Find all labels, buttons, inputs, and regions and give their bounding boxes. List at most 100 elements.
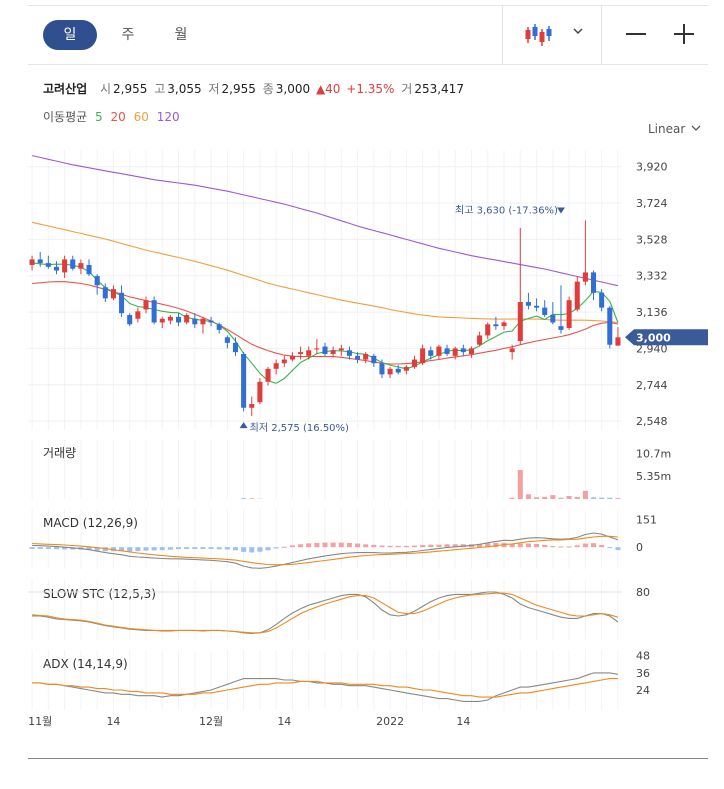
candle — [249, 404, 255, 408]
price-axis-tick: 2,940 — [636, 342, 668, 355]
candle — [102, 287, 108, 299]
volume-axis-tick: 5.35m — [636, 470, 671, 483]
candle — [590, 272, 597, 293]
macd-axis-tick: 151 — [636, 514, 657, 527]
macd-histogram-bar — [192, 547, 198, 549]
price-axis-tick: 3,332 — [636, 270, 668, 283]
candle — [151, 300, 157, 323]
chevron-down-icon — [691, 125, 701, 131]
chevron-down-icon[interactable] — [572, 20, 584, 48]
adx-axis-tick: 36 — [636, 667, 650, 680]
plus-icon[interactable] — [670, 20, 698, 48]
candle — [509, 348, 515, 353]
macd-histogram-bar — [387, 545, 393, 548]
volume-bar — [525, 494, 531, 499]
candle — [200, 318, 206, 325]
volume-bar — [599, 497, 605, 499]
candle — [273, 363, 279, 369]
macd-histogram-bar — [184, 547, 190, 549]
tab-daily[interactable]: 일 — [43, 20, 97, 50]
x-axis-tick: 11월 — [28, 715, 52, 728]
macd-histogram-bar — [127, 547, 133, 552]
candle — [444, 348, 450, 354]
volume-bar — [542, 496, 548, 499]
tab-weekly[interactable]: 주 — [121, 27, 135, 43]
macd-histogram-bar — [200, 547, 206, 549]
macd-histogram-bar — [485, 543, 491, 548]
price-axis-tick: 2,744 — [636, 379, 668, 392]
candle — [346, 350, 352, 356]
macd-histogram-bar — [420, 545, 426, 548]
macd-histogram-bar — [371, 544, 377, 548]
candle — [615, 337, 621, 346]
candle — [607, 307, 613, 345]
slow-stc-d-line — [32, 592, 619, 634]
candle — [542, 307, 548, 316]
candle — [322, 346, 328, 354]
macd-histogram-bar — [322, 542, 328, 548]
macd-histogram-bar — [232, 547, 239, 551]
candle — [45, 263, 51, 267]
macd-histogram-bar — [306, 543, 312, 548]
price-axis-tick: 2,548 — [636, 415, 668, 428]
minus-icon[interactable] — [622, 20, 650, 48]
volume-bar — [550, 495, 556, 499]
quote-summary: 고려산업 시 2,955 고 3,055 저 2,955 종 3,000 ▲40 +1.… — [43, 80, 464, 97]
candle — [387, 368, 393, 375]
scale-mode-dropdown[interactable]: Linear — [648, 122, 701, 136]
macd-histogram-bar — [355, 543, 361, 548]
candlestick-icon[interactable] — [524, 20, 554, 50]
current-price-tag — [625, 329, 708, 346]
close-value: 3,000 — [275, 82, 311, 96]
macd-histogram-bar — [265, 547, 271, 551]
macd-histogram-bar — [582, 543, 588, 548]
candle — [78, 263, 84, 269]
macd-histogram-bar — [566, 546, 572, 548]
candle — [127, 315, 133, 325]
volume-axis-tick: 10.7m — [636, 447, 671, 460]
macd-histogram-bar — [558, 546, 564, 548]
macd-histogram-bar — [102, 547, 108, 552]
candle — [314, 348, 320, 350]
macd-line — [32, 532, 619, 569]
candle — [176, 316, 182, 323]
adx-axis-tick: 48 — [636, 650, 650, 663]
tab-monthly[interactable]: 월 — [174, 27, 188, 43]
volume-bar — [582, 490, 588, 499]
volume-bar — [534, 497, 540, 499]
high-label: 고 — [154, 82, 166, 96]
candle — [306, 350, 312, 356]
candle — [355, 355, 361, 360]
candle — [558, 326, 564, 330]
candle — [86, 264, 92, 275]
change-percent: +1.35% — [346, 82, 395, 96]
slow-stc-axis-tick: 80 — [636, 586, 650, 599]
candle — [403, 366, 409, 371]
macd-histogram-bar — [403, 545, 409, 548]
candle — [436, 346, 442, 356]
macd-histogram-bar — [338, 542, 344, 548]
volume-bar — [615, 498, 621, 499]
current-price-label: 3,000 — [636, 331, 671, 344]
volume-label: 거 — [401, 82, 413, 96]
candle — [428, 350, 434, 356]
macd-histogram-bar — [411, 545, 418, 548]
macd-histogram-bar — [119, 547, 125, 552]
macd-histogram-bar — [45, 547, 51, 549]
high-annotation: 최고 3,630 (-17.36%) — [455, 204, 558, 216]
macd-histogram-bar — [550, 546, 556, 548]
candle — [363, 353, 369, 360]
candle — [257, 381, 263, 403]
stock-name: 고려산업 — [43, 82, 88, 96]
macd-histogram-bar — [330, 542, 336, 548]
volume-bar — [249, 498, 255, 499]
top-rule — [28, 5, 708, 6]
high-value: 3,055 — [167, 82, 202, 96]
x-axis-tick: 14 — [277, 715, 291, 728]
candle — [167, 316, 173, 321]
macd-histogram-bar — [346, 543, 352, 548]
macd-histogram-bar — [444, 544, 450, 548]
macd-histogram-bar — [452, 544, 458, 548]
volume-bar — [558, 497, 564, 499]
